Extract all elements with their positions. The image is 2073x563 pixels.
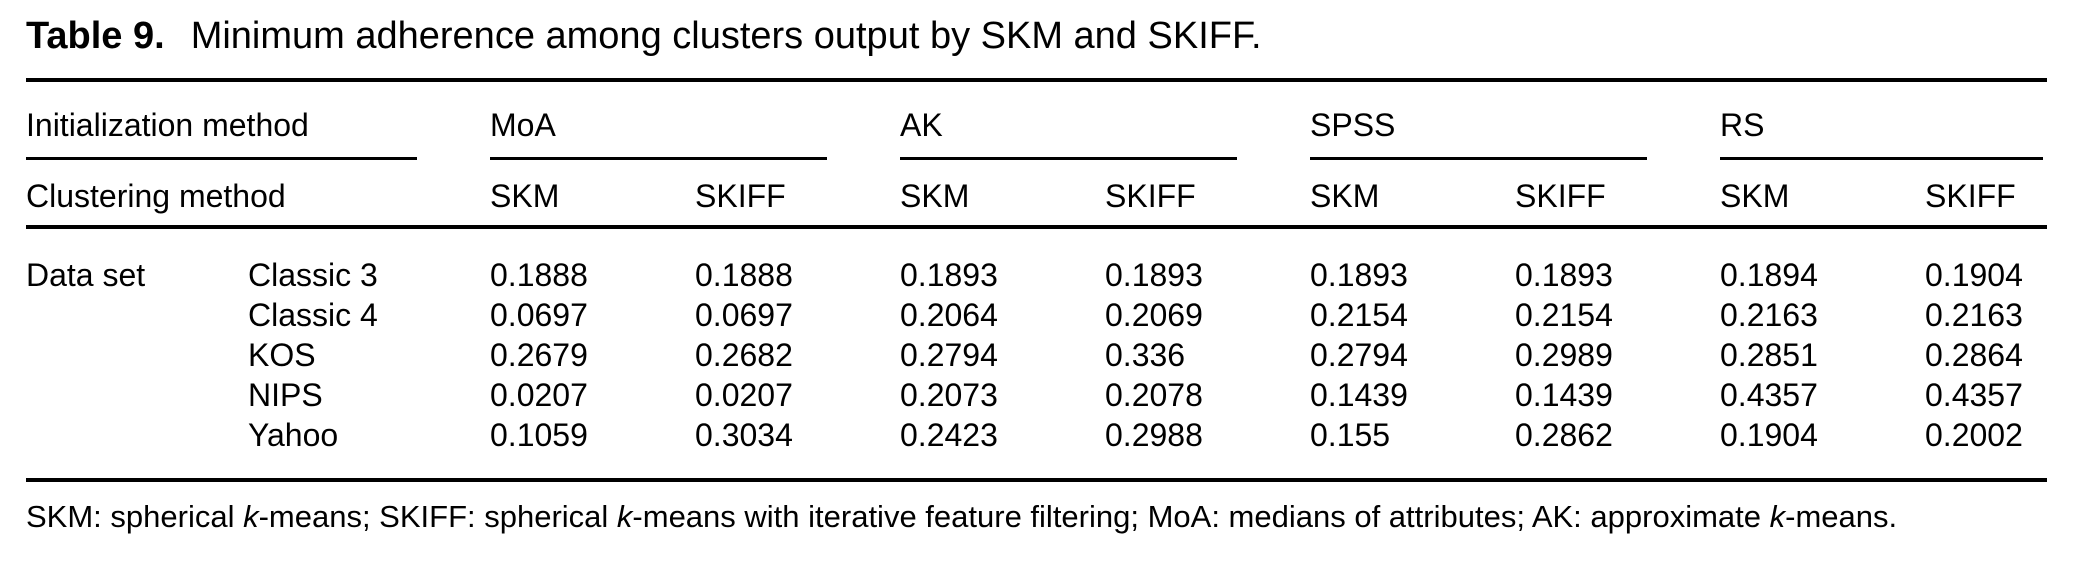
dataset-name: NIPS [248, 377, 323, 413]
footnote-italic-k: k [243, 499, 259, 534]
header-row-initialization: Initialization method MoA AK SPSS RS [26, 82, 2047, 160]
value-cell: 0.2423 [900, 417, 998, 453]
mid-rule [26, 225, 2047, 229]
row-group-label: Data set [26, 257, 146, 293]
top-rule [26, 78, 2047, 82]
value-cell: 0.2682 [695, 337, 793, 373]
table-body: Data set Classic 3 0.1888 0.1888 0.1893 0.189… [26, 229, 2047, 455]
value-cell: 0.2862 [1515, 417, 1613, 453]
value-cell: 0.2154 [1310, 297, 1408, 333]
value-cell: 0.2163 [1925, 297, 2023, 333]
group-header-moa: MoA [490, 82, 827, 160]
dataset-name: Classic 3 [248, 257, 378, 293]
subcol-header-rs-skiff: SKIFF [1925, 178, 2016, 214]
dataset-name: KOS [248, 337, 316, 373]
subcol-header-spss-skm: SKM [1310, 178, 1380, 214]
row-group-label [26, 295, 248, 335]
header-row-clustering: Clustering method SKM SKIFF SKM SKIFF SK… [26, 160, 2047, 225]
row-group-label [26, 335, 248, 375]
subcol-header-spss-skiff: SKIFF [1515, 178, 1606, 214]
value-cell: 0.2794 [900, 337, 998, 373]
value-cell: 0.1893 [1310, 257, 1408, 293]
value-cell: 0.1893 [1105, 257, 1203, 293]
row-group-label [26, 415, 248, 455]
value-cell: 0.2069 [1105, 297, 1203, 333]
footnote: SKM: spherical k-means; SKIFF: spherical… [26, 499, 2047, 535]
value-cell: 0.2163 [1720, 297, 1818, 333]
value-cell: 0.0697 [695, 297, 793, 333]
value-cell: 0.2864 [1925, 337, 2023, 373]
table-row: NIPS 0.0207 0.0207 0.2073 0.2078 0.1439 0.1439… [26, 375, 2047, 415]
value-cell: 0.4357 [1720, 377, 1818, 413]
footnote-italic-k: k [616, 499, 633, 534]
value-cell: 0.2154 [1515, 297, 1613, 333]
value-cell: 0.2851 [1720, 337, 1818, 373]
value-cell: 0.0207 [490, 377, 588, 413]
value-cell: 0.155 [1310, 417, 1391, 453]
value-cell: 0.4357 [1925, 377, 2023, 413]
value-cell: 0.1888 [490, 257, 588, 293]
value-cell: 0.1894 [1720, 257, 1818, 293]
value-cell: 0.1439 [1515, 377, 1613, 413]
value-cell: 0.1439 [1310, 377, 1408, 413]
dataset-name: Classic 4 [248, 297, 378, 333]
value-cell: 0.3034 [695, 417, 793, 453]
table-row: Yahoo 0.1059 0.3034 0.2423 0.2988 0.155 0.2862… [26, 415, 2047, 455]
subcol-header-moa-skm: SKM [490, 178, 560, 214]
footnote-text: SKM: spherical [26, 499, 244, 534]
value-cell: 0.2679 [490, 337, 588, 373]
table-title: Table 9. Minimum adherence among clusters… [26, 16, 2047, 56]
value-cell: 0.2073 [900, 377, 998, 413]
subcol-header-ak-skiff: SKIFF [1105, 178, 1196, 214]
value-cell: 0.0697 [490, 297, 588, 333]
value-cell: 0.1059 [490, 417, 588, 453]
value-cell: 0.0207 [695, 377, 793, 413]
table-row: Data set Classic 3 0.1888 0.1888 0.1893 0.189… [26, 255, 2047, 295]
dataset-name: Yahoo [248, 417, 339, 453]
clustering-method-label: Clustering method [26, 178, 286, 214]
footnote-text: -means. [1785, 499, 1898, 534]
value-cell: 0.2794 [1310, 337, 1408, 373]
bottom-rule [26, 478, 2047, 482]
value-cell: 0.2988 [1105, 417, 1203, 453]
value-cell: 0.1888 [695, 257, 793, 293]
value-cell: 0.336 [1105, 337, 1186, 373]
group-header-ak: AK [900, 82, 1237, 160]
subcol-header-rs-skm: SKM [1720, 178, 1790, 214]
table-row: Classic 4 0.0697 0.0697 0.2064 0.2069 0.2154 0… [26, 295, 2047, 335]
value-cell: 0.2002 [1925, 417, 2023, 453]
subcol-header-moa-skiff: SKIFF [695, 178, 786, 214]
value-cell: 0.2989 [1515, 337, 1613, 373]
group-header-spss: SPSS [1310, 82, 1647, 160]
footnote-text: -means with iterative feature filtering;… [632, 499, 1770, 534]
footnote-italic-k: k [1769, 499, 1786, 534]
table-number: Table 9. [26, 15, 165, 57]
footnote-text: -means; SKIFF: spherical [258, 499, 617, 534]
row-group-label [26, 375, 248, 415]
value-cell: 0.2078 [1105, 377, 1203, 413]
subcol-header-ak-skm: SKM [900, 178, 970, 214]
table-caption: Minimum adherence among clusters output … [190, 15, 1262, 57]
value-cell: 0.1904 [1720, 417, 1818, 453]
value-cell: 0.1893 [900, 257, 998, 293]
group-header-rs: RS [1720, 82, 2043, 160]
table-row: KOS 0.2679 0.2682 0.2794 0.336 0.2794 0.2989 0.… [26, 335, 2047, 375]
initialization-method-label: Initialization method [26, 82, 417, 160]
value-cell: 0.1893 [1515, 257, 1613, 293]
value-cell: 0.2064 [900, 297, 998, 333]
value-cell: 0.1904 [1925, 257, 2023, 293]
